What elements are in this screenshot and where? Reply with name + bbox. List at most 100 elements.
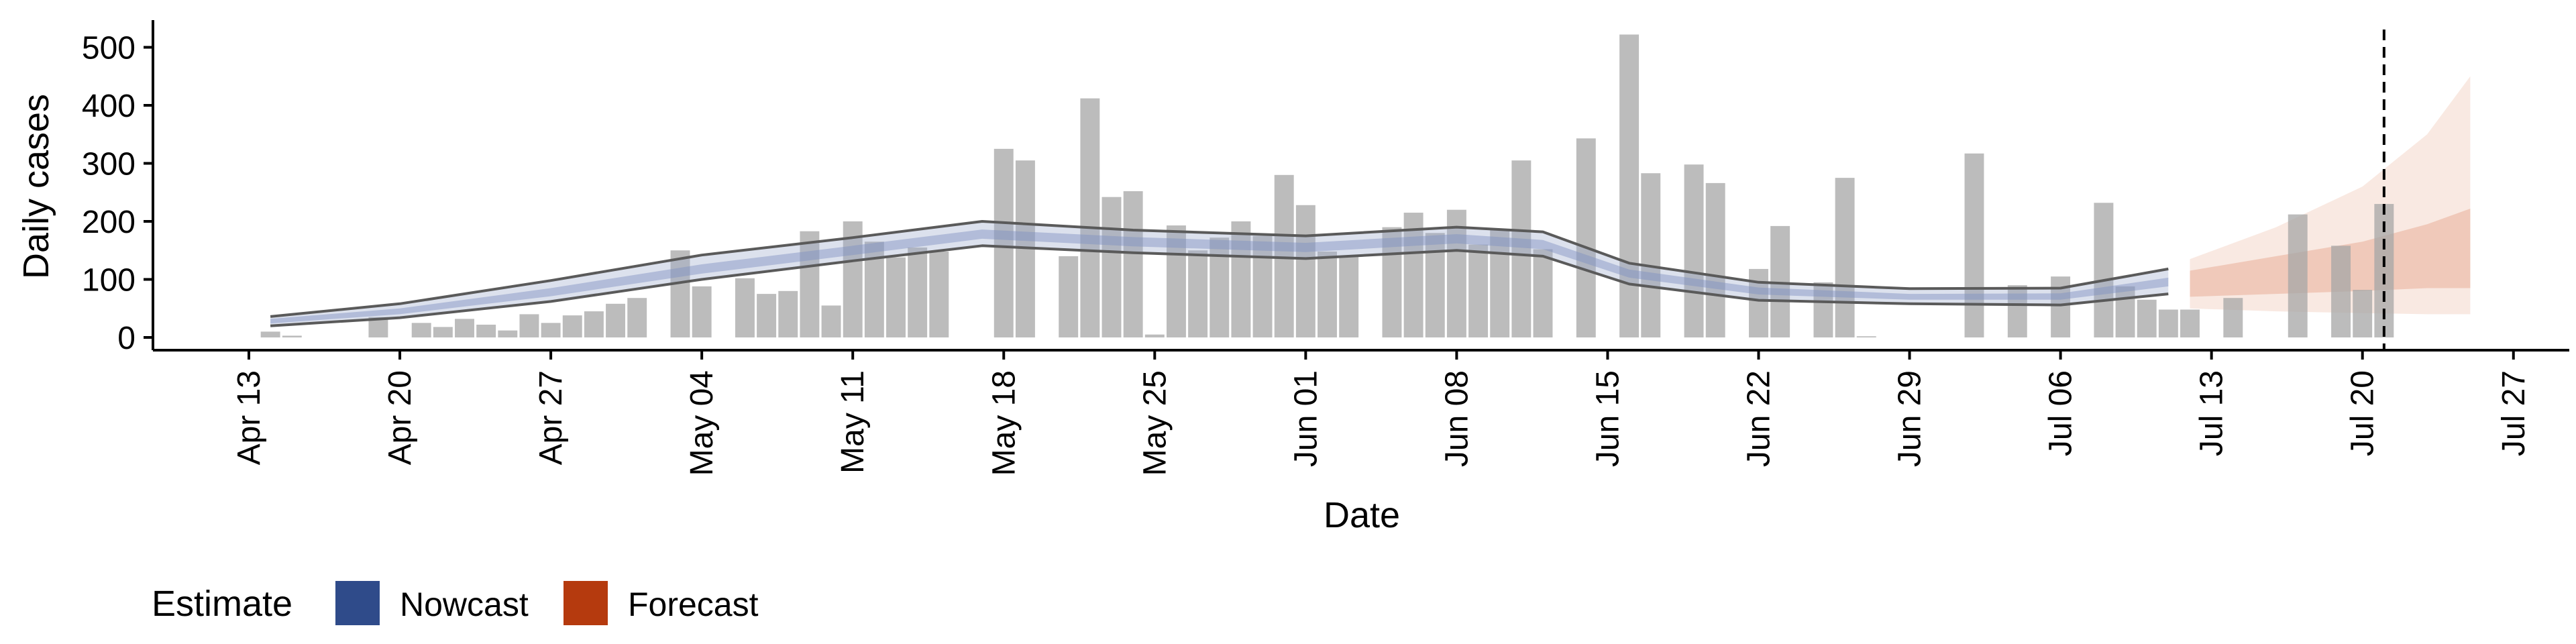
case-bar bbox=[1080, 98, 1100, 337]
case-bar bbox=[519, 314, 539, 337]
y-axis-ticks: 0 100 200 300 400 500 bbox=[82, 31, 153, 356]
y-tick-label: 100 bbox=[82, 263, 136, 299]
case-bar bbox=[584, 311, 604, 337]
nowcast-band-50 bbox=[270, 229, 2169, 324]
legend-label: Forecast bbox=[628, 586, 759, 623]
case-bar bbox=[843, 221, 863, 337]
nowcast-layer bbox=[270, 220, 2169, 327]
case-bar bbox=[1533, 249, 1553, 337]
x-tick-label: Apr 27 bbox=[533, 370, 569, 465]
x-tick-label: May 11 bbox=[835, 370, 871, 474]
forecast-layer bbox=[2190, 76, 2471, 315]
case-bar bbox=[1856, 336, 1876, 337]
x-tick-label: Apr 13 bbox=[231, 370, 267, 465]
case-bar bbox=[778, 290, 798, 337]
case-bar bbox=[2353, 290, 2373, 337]
legend-title: Estimate bbox=[152, 584, 292, 624]
case-bar bbox=[908, 247, 928, 337]
case-bar bbox=[2007, 285, 2027, 337]
case-bar bbox=[1490, 229, 1510, 337]
case-bar bbox=[2094, 203, 2114, 337]
case-bar bbox=[562, 315, 582, 337]
case-bar bbox=[260, 331, 280, 337]
forecast-band-50 bbox=[2190, 209, 2471, 297]
case-bar bbox=[1231, 221, 1251, 337]
case-bar bbox=[455, 319, 474, 337]
x-tick-label: May 18 bbox=[986, 370, 1022, 476]
case-bar bbox=[1468, 244, 1489, 337]
case-bar bbox=[498, 330, 518, 337]
case-bar bbox=[1102, 197, 1122, 337]
case-bar bbox=[886, 257, 906, 337]
x-tick-label: Jun 08 bbox=[1439, 370, 1474, 467]
x-tick-label: Apr 20 bbox=[382, 370, 418, 465]
case-bars-layer bbox=[260, 34, 2394, 338]
case-bar bbox=[1684, 164, 1704, 338]
x-tick-label: Jun 29 bbox=[1892, 370, 1928, 467]
case-bar bbox=[2288, 214, 2308, 337]
case-bar bbox=[1274, 174, 1294, 337]
case-bar bbox=[929, 251, 949, 337]
case-bar bbox=[670, 250, 690, 337]
nowcast-band-90 bbox=[270, 221, 2169, 326]
case-bar bbox=[1252, 235, 1273, 337]
forecast-band-90 bbox=[2190, 76, 2471, 315]
case-bar bbox=[1144, 334, 1165, 337]
y-tick-label: 500 bbox=[82, 31, 136, 66]
case-bar bbox=[692, 286, 712, 337]
nowcast-upper-line bbox=[270, 220, 2169, 318]
case-bar bbox=[1705, 182, 1725, 337]
case-bar bbox=[2331, 246, 2351, 337]
case-bar bbox=[541, 323, 561, 337]
legend-label: Nowcast bbox=[400, 586, 529, 623]
case-bar bbox=[1964, 153, 1984, 338]
case-bar bbox=[1403, 213, 1424, 337]
x-axis-ticks: Apr 13 Apr 20 Apr 27 May 04 May 11 May 18 May … bbox=[231, 350, 2532, 476]
case-bar bbox=[1295, 205, 1316, 337]
case-bar bbox=[2115, 286, 2135, 337]
y-tick-label: 0 bbox=[117, 321, 136, 356]
x-tick-label: May 04 bbox=[684, 370, 720, 476]
x-tick-label: Jun 01 bbox=[1288, 370, 1324, 467]
case-bar bbox=[476, 324, 496, 337]
case-bar bbox=[411, 323, 431, 337]
x-tick-label: Jul 27 bbox=[2496, 370, 2532, 456]
case-bar bbox=[1123, 191, 1143, 337]
case-bar bbox=[735, 278, 755, 337]
case-bar bbox=[606, 303, 626, 337]
y-tick-label: 400 bbox=[82, 89, 136, 124]
case-bar bbox=[1835, 178, 1855, 337]
case-bar bbox=[282, 335, 302, 337]
x-tick-label: May 25 bbox=[1137, 370, 1173, 476]
case-bar bbox=[994, 148, 1014, 337]
case-bar bbox=[1318, 251, 1337, 337]
legend-swatch bbox=[335, 581, 380, 625]
y-axis-label: Daily cases bbox=[16, 94, 56, 279]
case-bar bbox=[1511, 160, 1532, 338]
legend-swatch bbox=[564, 581, 608, 625]
case-bar bbox=[2137, 299, 2157, 337]
x-tick-label: Jul 20 bbox=[2345, 370, 2381, 456]
x-tick-label: Jun 15 bbox=[1590, 370, 1625, 467]
case-bar bbox=[1813, 282, 1833, 337]
case-bar bbox=[1576, 138, 1596, 337]
case-bar bbox=[1059, 256, 1079, 337]
case-bar bbox=[2223, 298, 2243, 337]
case-bar bbox=[821, 305, 841, 337]
x-tick-label: Jun 22 bbox=[1741, 370, 1777, 467]
case-bar bbox=[2158, 309, 2178, 337]
nowcast-lower-line bbox=[270, 244, 2169, 327]
case-bar bbox=[2180, 309, 2200, 337]
x-tick-label: Jul 13 bbox=[2194, 370, 2230, 456]
case-bar bbox=[1619, 34, 1640, 337]
case-bar bbox=[1749, 268, 1768, 337]
legend-items: Nowcast Forecast bbox=[335, 581, 759, 625]
case-bar bbox=[1166, 225, 1186, 337]
x-axis-label: Date bbox=[1324, 495, 1400, 535]
y-tick-label: 200 bbox=[82, 205, 136, 240]
case-bar bbox=[627, 298, 647, 337]
legend: Estimate Nowcast Forecast bbox=[152, 581, 759, 625]
case-bar bbox=[757, 294, 777, 337]
case-bar bbox=[1188, 250, 1208, 337]
